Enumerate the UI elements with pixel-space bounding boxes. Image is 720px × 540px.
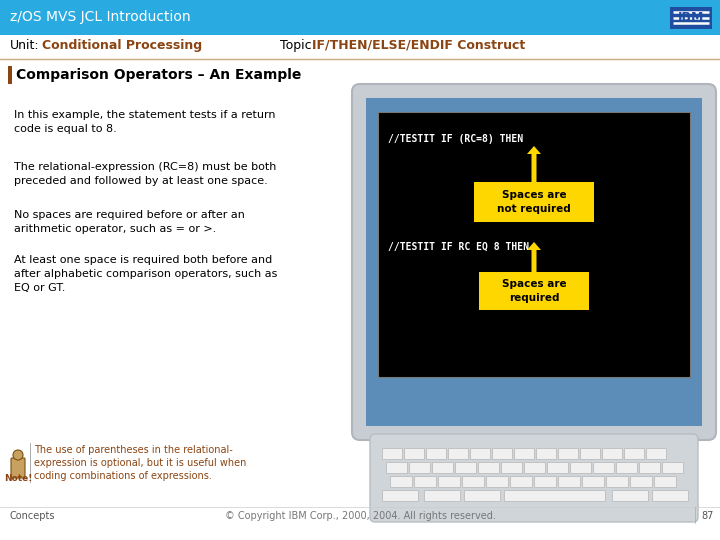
Text: The use of parentheses in the relational-
expression is optional, but it is usef: The use of parentheses in the relational…: [34, 445, 246, 481]
FancyBboxPatch shape: [382, 449, 402, 460]
Bar: [670, 6, 712, 29]
FancyBboxPatch shape: [606, 476, 629, 488]
FancyBboxPatch shape: [438, 476, 461, 488]
FancyBboxPatch shape: [631, 476, 652, 488]
Bar: [479, 272, 589, 310]
FancyBboxPatch shape: [415, 476, 436, 488]
FancyBboxPatch shape: [433, 462, 454, 474]
FancyBboxPatch shape: [492, 449, 513, 460]
FancyBboxPatch shape: [464, 490, 500, 502]
Text: Spaces are
not required: Spaces are not required: [497, 191, 571, 214]
FancyBboxPatch shape: [502, 462, 523, 474]
Text: In this example, the statement tests if a return
code is equal to 8.: In this example, the statement tests if …: [14, 110, 276, 134]
FancyBboxPatch shape: [582, 476, 605, 488]
Text: The relational-expression (RC=8) must be both
preceded and followed by at least : The relational-expression (RC=8) must be…: [14, 162, 276, 186]
Text: IBM: IBM: [678, 11, 704, 24]
Text: Comparison Operators – An Example: Comparison Operators – An Example: [16, 68, 302, 82]
Bar: [8, 66, 12, 84]
Text: No spaces are required before or after an
arithmetic operator, such as = or >.: No spaces are required before or after a…: [14, 210, 245, 234]
FancyBboxPatch shape: [647, 449, 667, 460]
FancyBboxPatch shape: [462, 476, 485, 488]
FancyBboxPatch shape: [515, 449, 534, 460]
FancyBboxPatch shape: [570, 462, 592, 474]
FancyBboxPatch shape: [524, 462, 546, 474]
FancyBboxPatch shape: [382, 490, 418, 502]
FancyArrow shape: [527, 242, 541, 272]
Text: IF/THEN/ELSE/ENDIF Construct: IF/THEN/ELSE/ENDIF Construct: [312, 39, 526, 52]
FancyBboxPatch shape: [410, 462, 431, 474]
FancyBboxPatch shape: [662, 462, 683, 474]
FancyBboxPatch shape: [654, 476, 677, 488]
Bar: [474, 182, 594, 222]
FancyBboxPatch shape: [559, 476, 580, 488]
FancyBboxPatch shape: [603, 449, 623, 460]
Bar: [0, 35, 720, 60]
Text: Topic:: Topic:: [280, 39, 316, 52]
Text: Concepts: Concepts: [10, 511, 55, 521]
FancyBboxPatch shape: [390, 476, 413, 488]
FancyBboxPatch shape: [370, 434, 698, 522]
Bar: [378, 112, 690, 377]
Text: z/OS MVS JCL Introduction: z/OS MVS JCL Introduction: [10, 10, 191, 24]
FancyBboxPatch shape: [534, 476, 557, 488]
Text: Spaces are
required: Spaces are required: [502, 279, 567, 302]
FancyBboxPatch shape: [449, 449, 469, 460]
FancyBboxPatch shape: [470, 449, 490, 460]
Text: Conditional Processing: Conditional Processing: [42, 39, 202, 52]
Text: //TESTIT IF RC EQ 8 THEN: //TESTIT IF RC EQ 8 THEN: [388, 242, 529, 252]
FancyBboxPatch shape: [456, 462, 477, 474]
Bar: [366, 98, 702, 426]
Text: //TESTIT IF (RC=8) THEN: //TESTIT IF (RC=8) THEN: [388, 134, 523, 144]
Text: Note!: Note!: [4, 474, 32, 483]
FancyBboxPatch shape: [616, 462, 637, 474]
FancyBboxPatch shape: [487, 476, 508, 488]
FancyBboxPatch shape: [352, 84, 716, 440]
FancyBboxPatch shape: [652, 490, 688, 502]
FancyBboxPatch shape: [536, 449, 557, 460]
FancyBboxPatch shape: [405, 449, 425, 460]
FancyBboxPatch shape: [580, 449, 600, 460]
FancyBboxPatch shape: [387, 462, 408, 474]
FancyBboxPatch shape: [613, 490, 649, 502]
Text: 87: 87: [702, 511, 714, 521]
FancyBboxPatch shape: [593, 462, 614, 474]
Bar: [0, 0, 720, 35]
Text: Unit:: Unit:: [10, 39, 40, 52]
FancyBboxPatch shape: [639, 462, 660, 474]
Circle shape: [13, 450, 23, 460]
FancyBboxPatch shape: [505, 490, 606, 502]
FancyBboxPatch shape: [624, 449, 644, 460]
FancyBboxPatch shape: [11, 458, 25, 478]
FancyBboxPatch shape: [425, 490, 461, 502]
Text: At least one space is required both before and
after alphabetic comparison opera: At least one space is required both befo…: [14, 255, 277, 293]
FancyBboxPatch shape: [547, 462, 569, 474]
FancyBboxPatch shape: [479, 462, 500, 474]
FancyBboxPatch shape: [426, 449, 446, 460]
Text: © Copyright IBM Corp., 2000, 2004. All rights reserved.: © Copyright IBM Corp., 2000, 2004. All r…: [225, 511, 495, 521]
FancyBboxPatch shape: [510, 476, 533, 488]
FancyBboxPatch shape: [559, 449, 578, 460]
FancyArrow shape: [527, 146, 541, 182]
